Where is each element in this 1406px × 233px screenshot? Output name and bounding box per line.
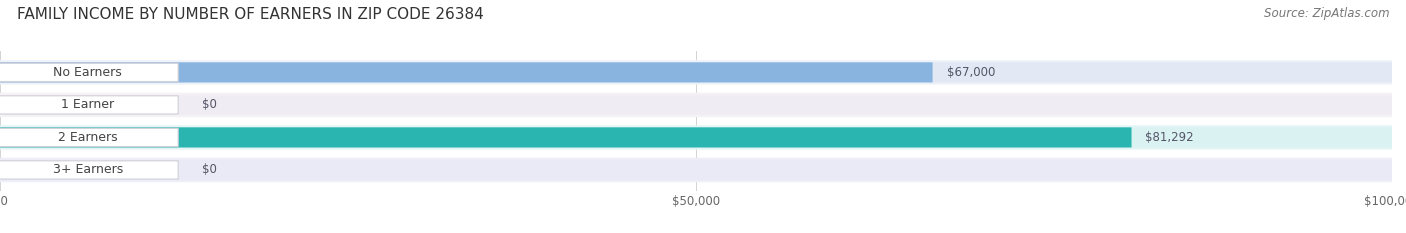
FancyBboxPatch shape: [0, 125, 1392, 150]
Text: Source: ZipAtlas.com: Source: ZipAtlas.com: [1264, 7, 1389, 20]
Text: FAMILY INCOME BY NUMBER OF EARNERS IN ZIP CODE 26384: FAMILY INCOME BY NUMBER OF EARNERS IN ZI…: [17, 7, 484, 22]
FancyBboxPatch shape: [0, 127, 1132, 147]
Text: $0: $0: [202, 98, 217, 111]
FancyBboxPatch shape: [0, 62, 932, 82]
FancyBboxPatch shape: [0, 127, 1392, 147]
Text: 3+ Earners: 3+ Earners: [52, 163, 122, 176]
Text: No Earners: No Earners: [53, 66, 122, 79]
Text: $0: $0: [202, 163, 217, 176]
FancyBboxPatch shape: [0, 62, 1392, 82]
FancyBboxPatch shape: [0, 158, 1392, 182]
FancyBboxPatch shape: [0, 161, 179, 179]
FancyBboxPatch shape: [0, 95, 1392, 115]
Text: 1 Earner: 1 Earner: [60, 98, 114, 111]
Text: $81,292: $81,292: [1146, 131, 1194, 144]
FancyBboxPatch shape: [0, 160, 1392, 180]
FancyBboxPatch shape: [0, 96, 179, 114]
Text: $67,000: $67,000: [946, 66, 995, 79]
FancyBboxPatch shape: [0, 93, 1392, 117]
FancyBboxPatch shape: [0, 63, 179, 82]
FancyBboxPatch shape: [0, 60, 1392, 85]
FancyBboxPatch shape: [0, 128, 179, 147]
Text: 2 Earners: 2 Earners: [58, 131, 118, 144]
